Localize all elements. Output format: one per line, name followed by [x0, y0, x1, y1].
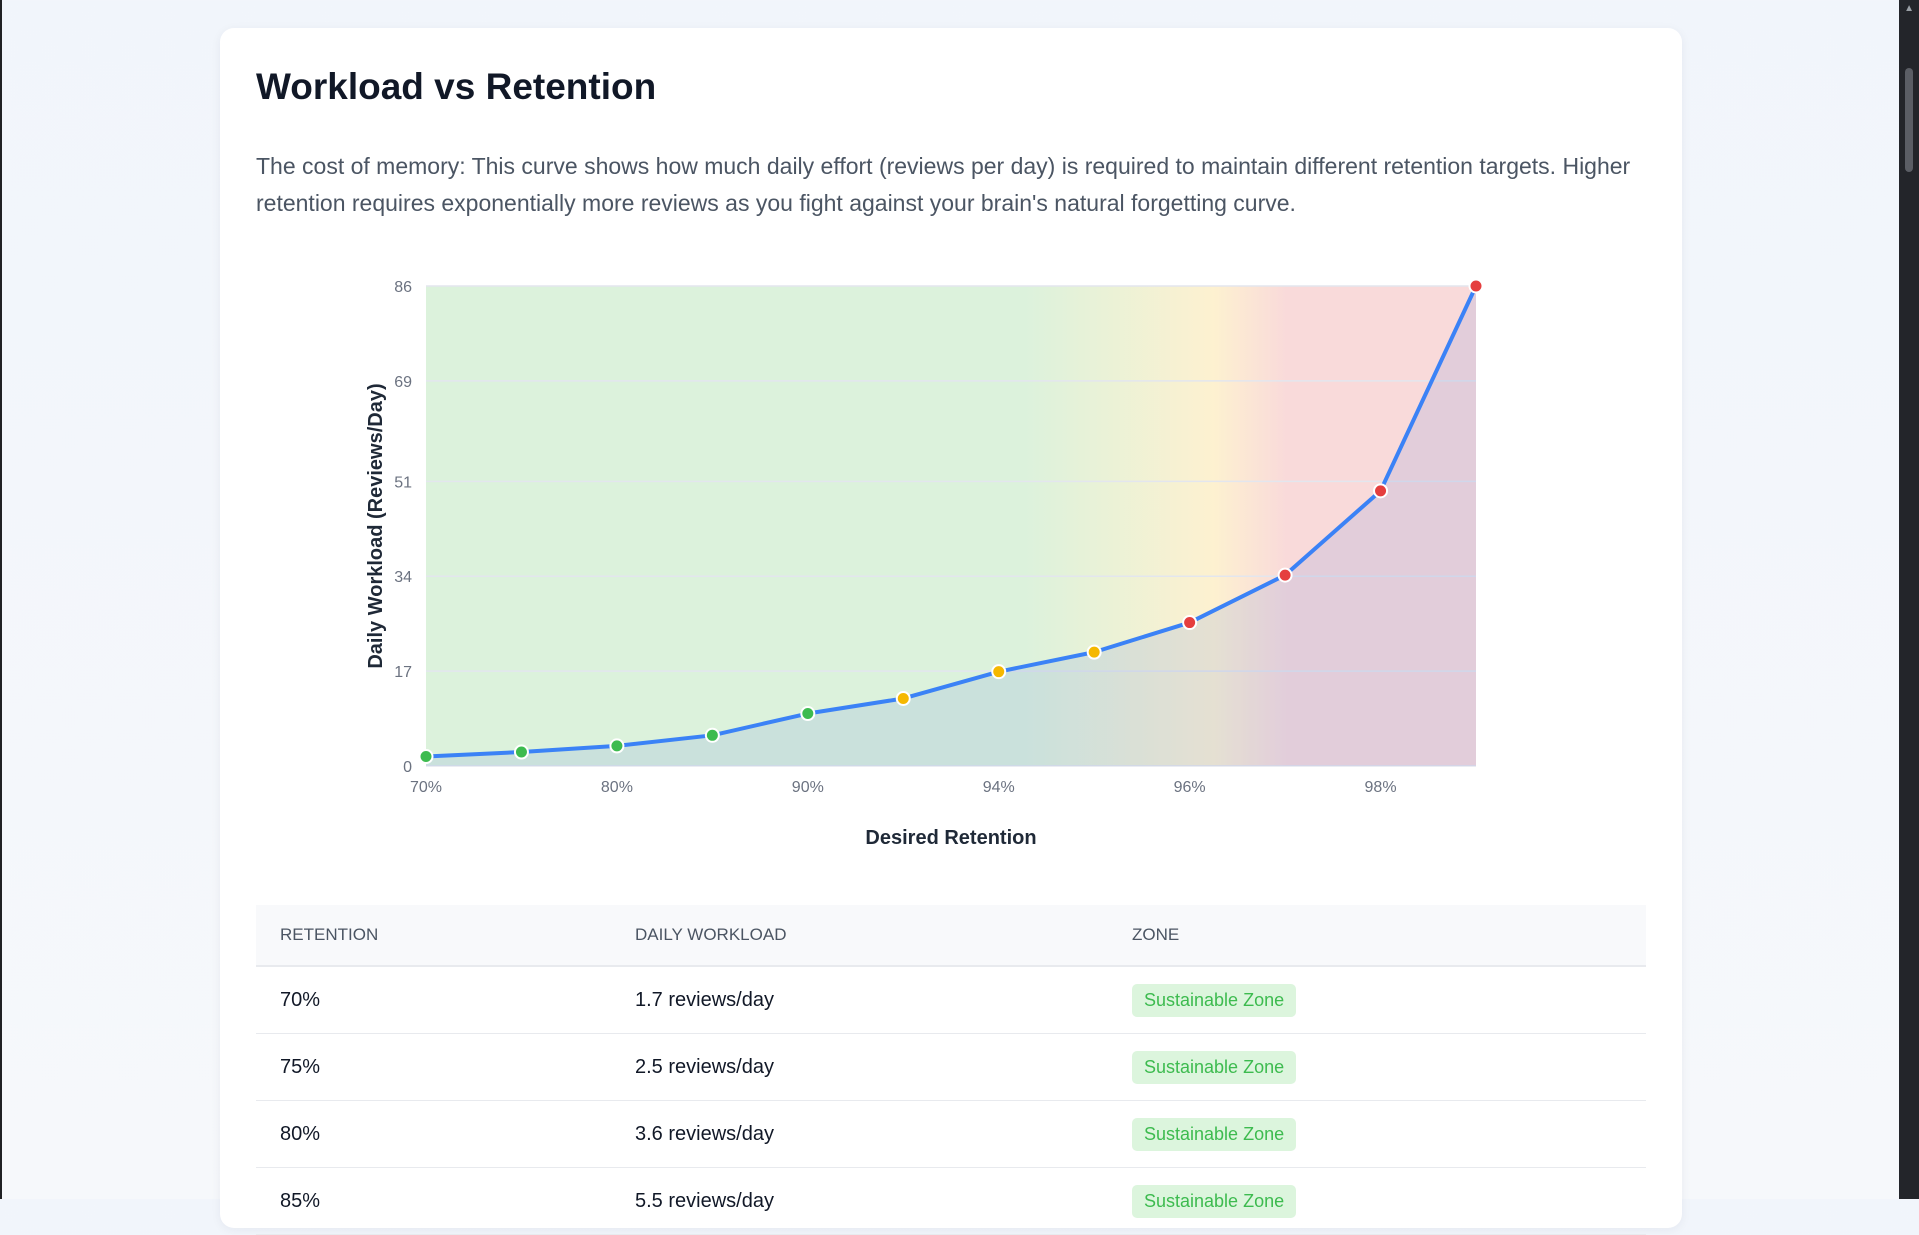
- y-tick-label: 86: [394, 279, 412, 296]
- area-fill: [426, 286, 1476, 766]
- y-tick-label: 17: [394, 664, 412, 681]
- y-axis-label: Daily Workload (Reviews/Day): [365, 383, 387, 668]
- header-retention: Retention: [256, 905, 611, 967]
- data-point: [418, 749, 434, 765]
- data-point: [895, 690, 911, 706]
- cell-zone: Sustainable Zone: [1108, 1167, 1646, 1235]
- zone-badge: Sustainable Zone: [1132, 1117, 1297, 1151]
- y-tick-label: 34: [394, 569, 412, 586]
- data-point: [1277, 567, 1293, 583]
- x-tick-label: 70%: [410, 779, 442, 796]
- x-tick-label: 90%: [792, 779, 824, 796]
- cell-workload: 1.7 reviews/day: [611, 966, 1108, 1034]
- chart-description: The cost of memory: This curve shows how…: [256, 153, 1631, 216]
- table-row: 70% 1.7 reviews/day Sustainable Zone: [256, 966, 1646, 1034]
- cell-zone: Sustainable Zone: [1108, 1100, 1646, 1168]
- table-row: 75% 2.5 reviews/day Sustainable Zone: [256, 1033, 1646, 1101]
- cell-retention: 75%: [256, 1033, 611, 1101]
- header-daily-workload: Daily Workload: [611, 905, 1108, 967]
- scrollbar-thumb[interactable]: [1905, 68, 1913, 172]
- cell-retention: 85%: [256, 1167, 611, 1235]
- x-axis-label: Desired Retention: [865, 827, 1036, 849]
- data-point: [609, 738, 625, 754]
- data-point: [513, 744, 529, 760]
- data-point: [1468, 278, 1484, 294]
- x-tick-label: 80%: [601, 779, 633, 796]
- x-tick-label: 98%: [1365, 779, 1397, 796]
- table-row: 80% 3.6 reviews/day Sustainable Zone: [256, 1100, 1646, 1168]
- workload-table: Retention Daily Workload Zone 70% 1.7 re…: [256, 905, 1646, 1235]
- cell-zone: Sustainable Zone: [1108, 1033, 1646, 1101]
- zone-badge: Sustainable Zone: [1132, 1184, 1297, 1218]
- data-point: [1182, 615, 1198, 631]
- data-point: [1086, 644, 1102, 660]
- data-point: [991, 664, 1007, 680]
- data-point: [704, 727, 720, 743]
- cell-workload: 5.5 reviews/day: [611, 1167, 1108, 1235]
- y-tick-label: 51: [394, 474, 412, 491]
- scrollbar[interactable]: ▲: [1899, 0, 1919, 1199]
- series-line: [425, 285, 1478, 759]
- table-row: 85% 5.5 reviews/day Sustainable Zone: [256, 1167, 1646, 1235]
- zone-badge: Sustainable Zone: [1132, 1050, 1297, 1084]
- header-zone: Zone: [1108, 905, 1646, 967]
- cell-workload: 2.5 reviews/day: [611, 1033, 1108, 1101]
- page-title: Workload vs Retention: [256, 66, 657, 107]
- cell-workload: 3.6 reviews/day: [611, 1100, 1108, 1168]
- chart-card: Workload vs Retention The cost of memory…: [220, 28, 1682, 1235]
- zone-badge: Sustainable Zone: [1132, 983, 1297, 1017]
- data-point: [1373, 483, 1389, 499]
- workload-chart: 0 17 34 51 69 86 70% 80% 90% 94% 96% 98% Desired Ret…: [365, 278, 1484, 849]
- cell-retention: 80%: [256, 1100, 611, 1168]
- window-edge: [0, 0, 2, 1199]
- scroll-up-arrow-icon[interactable]: ▲: [1904, 3, 1914, 14]
- cell-retention: 70%: [256, 966, 611, 1034]
- x-tick-label: 96%: [1174, 779, 1206, 796]
- cell-zone: Sustainable Zone: [1108, 966, 1646, 1034]
- x-tick-label: 94%: [983, 779, 1015, 796]
- y-tick-label: 69: [394, 374, 412, 391]
- data-point: [800, 706, 816, 722]
- y-tick-label: 0: [403, 759, 412, 776]
